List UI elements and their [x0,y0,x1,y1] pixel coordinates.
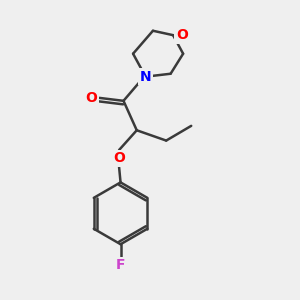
Text: O: O [176,28,188,42]
Text: N: N [140,70,152,84]
Text: F: F [116,258,125,272]
Text: O: O [85,91,97,105]
Text: O: O [113,151,125,165]
Text: N: N [140,70,152,84]
